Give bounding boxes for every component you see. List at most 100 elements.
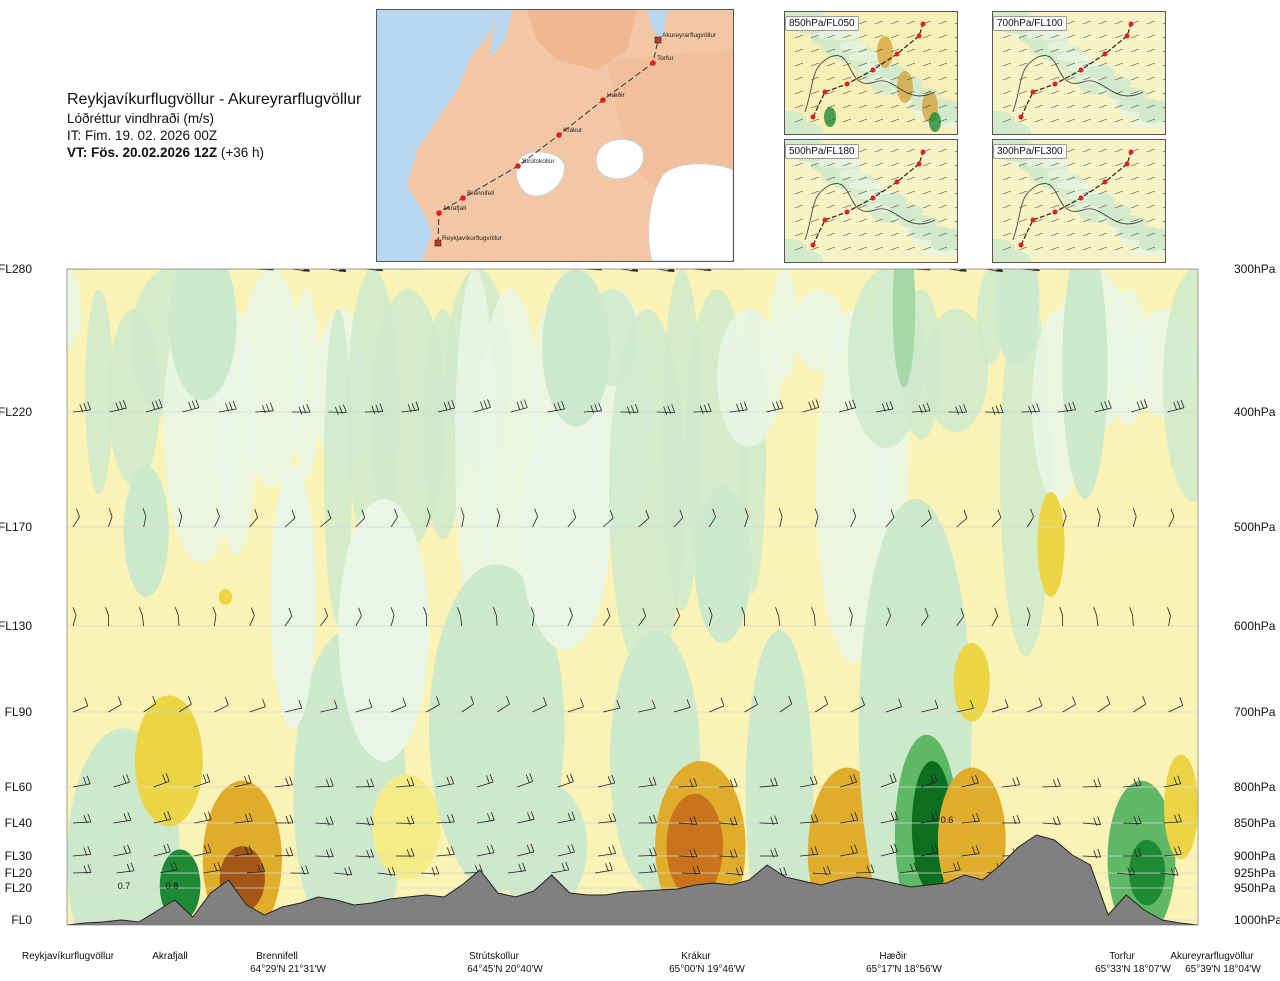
wind-barb-feather	[447, 814, 451, 824]
level-map-barb	[826, 246, 836, 251]
level-map-barb	[1162, 36, 1165, 39]
velocity-cell	[338, 498, 429, 761]
level-map-barb	[1050, 162, 1060, 167]
wind-barb-feather	[850, 813, 855, 822]
level-map-barb	[1146, 48, 1156, 53]
wind-barb-feather	[207, 811, 212, 820]
wind-barb-feather	[302, 405, 307, 414]
level-map-field	[849, 180, 883, 190]
level-map-barb	[842, 76, 852, 81]
wind-barb-staff	[355, 517, 366, 528]
wind-barb-staff	[1123, 822, 1142, 824]
level-map-barb	[1114, 204, 1124, 209]
wind-barb-flag	[1178, 261, 1185, 267]
wind-barb-feather	[87, 846, 92, 855]
level-map-barb	[1098, 62, 1108, 67]
wind-barb-feather	[827, 865, 831, 875]
wind-barb-feather	[130, 862, 135, 871]
level-map-barb	[906, 118, 916, 123]
wind-barb-staff	[153, 851, 171, 857]
wind-barb-feather	[410, 847, 415, 857]
wind-barb-feather	[885, 402, 890, 411]
level-map-barb	[1050, 176, 1060, 181]
level-map-barb	[826, 34, 836, 39]
level-map-barb	[906, 20, 916, 25]
level-map-barb	[1034, 34, 1044, 39]
wind-barb-feather	[693, 777, 698, 787]
wind-barb-flag	[412, 263, 419, 269]
wind-barb-flag	[777, 261, 784, 267]
wind-barb-feather	[772, 402, 776, 411]
route-points: Akureyrarflugvöllur Torfur Hæðir Krákur Strú…	[434, 32, 717, 247]
level-map-barb	[938, 148, 948, 153]
level-map-barb	[1162, 178, 1165, 181]
wind-barb-staff	[377, 872, 396, 876]
level-map-barb	[1002, 204, 1012, 209]
level-map-barb	[1098, 232, 1108, 237]
wind-barb-feather	[561, 400, 565, 410]
wind-barb-feather	[1100, 402, 1105, 411]
wind-barb-staff	[1130, 406, 1148, 413]
wind-barb-feather	[516, 401, 521, 411]
wind-barb-feather	[852, 508, 857, 517]
wind-barb-feather	[970, 700, 974, 709]
wind-barb-staff	[1168, 516, 1175, 528]
level-map-field	[1057, 52, 1091, 62]
wind-barb-feather	[663, 406, 668, 416]
wind-barb-staff	[249, 706, 266, 713]
level-map-barb	[1018, 232, 1028, 237]
wind-barb-staff	[594, 869, 613, 874]
level-map-barb	[1050, 246, 1060, 251]
wind-barb-feather	[390, 607, 395, 616]
velocity-cell	[168, 269, 237, 401]
wind-barb-staff	[218, 408, 237, 413]
wind-barb-staff	[532, 516, 538, 528]
wind-barb-staff	[567, 615, 573, 627]
wind-barb-feather	[338, 405, 343, 414]
wind-barb-feather	[257, 864, 262, 873]
wind-barb-feather	[1137, 777, 1142, 786]
wind-barb-staff	[246, 871, 265, 874]
wind-barb-feather	[115, 402, 120, 411]
route-point-label: Reykjavíkurflugvöllur	[442, 235, 503, 242]
wind-barb-feather	[285, 848, 290, 857]
wind-barb-feather	[898, 698, 903, 707]
wind-barb-feather	[163, 812, 168, 821]
wind-barb-feather	[1129, 607, 1133, 616]
level-map-barb	[1098, 104, 1108, 109]
wind-barb-feather	[810, 814, 815, 824]
level-map-barb	[922, 104, 932, 109]
wind-barb-feather	[890, 812, 895, 821]
level-map-barb	[874, 190, 884, 195]
wind-barb-flag	[375, 269, 383, 271]
level-map-barb	[842, 34, 852, 39]
wind-barb-feather	[324, 607, 329, 617]
level-map-barb	[794, 62, 804, 67]
wind-barb-feather	[963, 510, 968, 519]
level-map-barb	[890, 246, 900, 251]
level-map-barb	[906, 148, 916, 153]
wind-barb-feather	[379, 403, 384, 412]
wind-barb-feather	[446, 776, 451, 786]
wind-barb-staff	[532, 704, 547, 713]
wind-barb-feather	[778, 508, 783, 517]
wind-barb-feather	[1140, 400, 1145, 409]
wind-barb-feather	[329, 848, 334, 857]
wind-barb-staff	[779, 703, 793, 713]
wind-barb-feather	[244, 846, 249, 855]
level-map-barb	[1130, 176, 1140, 181]
wind-barb-feather	[202, 774, 207, 784]
wind-barb-staff	[476, 781, 494, 788]
wind-barb-staff	[194, 819, 212, 824]
route-map: Akureyrarflugvöllur Torfur Hæðir Krákur Strú…	[376, 9, 734, 262]
wind-barb-feather	[733, 848, 738, 858]
level-map-barb	[858, 104, 868, 109]
level-map-barb	[1162, 164, 1165, 167]
route-point-label: Torfur	[657, 55, 674, 62]
wind-barb-feather	[335, 406, 339, 416]
level-map-barb	[1002, 48, 1012, 53]
level-map-barb	[858, 148, 868, 153]
wind-barb-feather	[1097, 848, 1102, 858]
wind-barb-staff	[839, 407, 856, 413]
wind-barb-feather	[1093, 779, 1098, 788]
